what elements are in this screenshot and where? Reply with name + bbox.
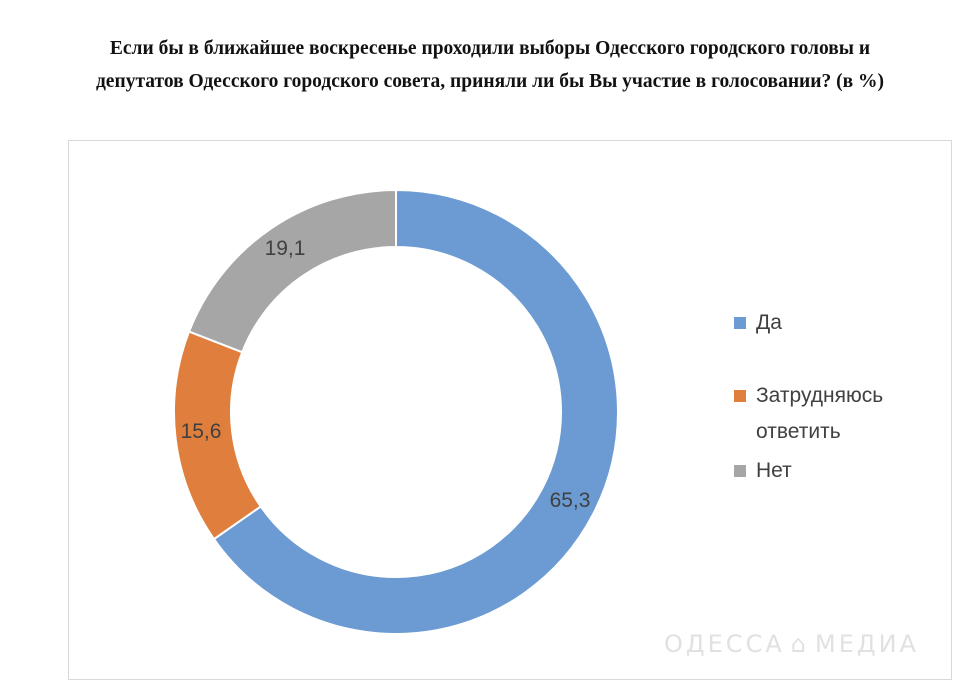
data-label-undecided: 15,6 xyxy=(181,420,222,443)
data-label-no: 19,1 xyxy=(265,237,306,260)
chart-title: Если бы в ближайшее воскресенье проходил… xyxy=(20,32,960,98)
data-label-yes: 65,3 xyxy=(550,489,591,512)
legend-label-yes: Да xyxy=(756,311,782,334)
legend-label-no: Нет xyxy=(756,459,792,482)
donut-slice-yes xyxy=(212,188,619,635)
legend-swatch-yes xyxy=(734,317,746,329)
legend-label-undecided-line-2: ответить xyxy=(756,420,841,443)
chart-title-line-1: Если бы в ближайшее воскресенье проходил… xyxy=(109,38,871,59)
watermark: ОДЕССА ⌂ МЕДИА xyxy=(664,630,919,658)
legend-swatch-undecided xyxy=(734,390,746,402)
watermark-left-text: ОДЕССА xyxy=(664,630,785,658)
watermark-right-text: МЕДИА xyxy=(814,630,919,658)
legend-swatch-no xyxy=(734,465,746,477)
watermark-logo-icon: ⌂ xyxy=(790,630,809,658)
legend-label-undecided: Затрудняюсь xyxy=(756,384,884,407)
chart-title-line-2: депутатов Одесского городского совета, п… xyxy=(95,71,885,92)
donut-slice-no xyxy=(187,188,397,354)
